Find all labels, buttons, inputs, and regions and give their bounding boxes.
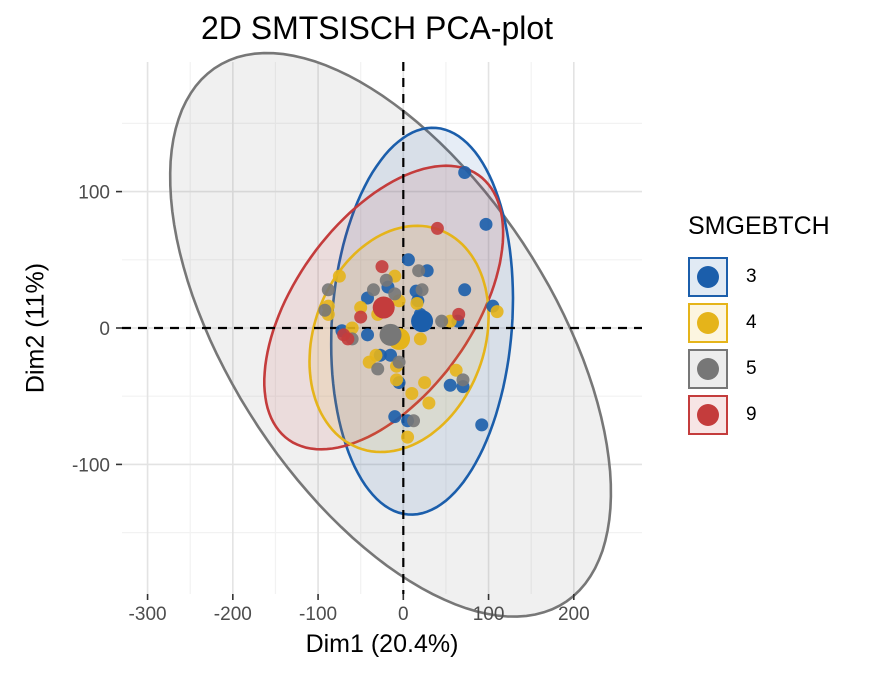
data-point-group-3 — [361, 328, 375, 342]
legend-key — [688, 349, 728, 389]
legend-label: 4 — [746, 312, 757, 333]
data-point-group-5 — [388, 287, 402, 301]
y-tick-label: 0 — [99, 319, 110, 340]
data-point-group-9 — [430, 221, 444, 235]
data-point-group-9 — [341, 332, 355, 346]
legend-label: 9 — [746, 404, 757, 425]
legend-dot-icon — [697, 266, 719, 288]
tick-labels: -300 -200 -100 0 100 200 -100 0 100 — [72, 183, 590, 625]
legend-item-4: 4 — [688, 301, 830, 345]
legend-key — [688, 395, 728, 435]
data-point-group-5 — [318, 303, 332, 317]
x-tick-label: -100 — [299, 604, 337, 625]
data-point-group-4 — [418, 376, 432, 390]
data-point-group-9 — [375, 260, 389, 274]
legend-key — [688, 303, 728, 343]
data-point-group-5 — [366, 283, 380, 297]
data-point-group-5 — [392, 355, 406, 369]
x-tick-label: 200 — [558, 604, 590, 625]
data-point-group-4 — [332, 269, 346, 283]
data-point-group-4 — [449, 363, 463, 377]
data-point-group-3 — [388, 410, 402, 424]
x-tick-label: 100 — [473, 604, 505, 625]
legend-item-3: 3 — [688, 255, 830, 299]
legend-dot-icon — [697, 404, 719, 426]
y-axis-label: Dim2 (11%) — [21, 262, 50, 394]
legend-dot-icon — [697, 358, 719, 380]
data-point-group-5 — [415, 283, 429, 297]
data-point-group-3 — [458, 165, 472, 179]
data-point-group-3 — [458, 283, 472, 297]
legend-label: 3 — [746, 266, 757, 287]
legend-title: SMGEBTCH — [688, 212, 830, 240]
data-point-group-4 — [401, 430, 415, 444]
data-point-group-4 — [413, 332, 427, 346]
y-tick-label: -100 — [72, 455, 110, 476]
data-point-group-3 — [443, 378, 457, 392]
x-tick-label: -300 — [129, 604, 167, 625]
data-point-group-3 — [479, 217, 493, 231]
data-point-group-5 — [407, 414, 421, 428]
legend-item-5: 5 — [688, 347, 830, 391]
data-point-group-4 — [405, 386, 419, 400]
data-point-group-4 — [422, 396, 436, 410]
y-tick-label: 100 — [78, 183, 110, 204]
legend-item-9: 9 — [688, 393, 830, 437]
group-centroids — [372, 296, 434, 350]
data-point-group-9 — [452, 307, 466, 321]
centroid-group-5 — [379, 323, 402, 346]
chart-title: 2D SMTSISCH PCA-plot — [200, 10, 554, 46]
data-point-group-4 — [354, 301, 368, 315]
data-point-group-3 — [401, 253, 415, 267]
axis-ticks — [116, 190, 575, 600]
x-tick-label: -200 — [214, 604, 252, 625]
x-tick-label: 0 — [398, 604, 409, 625]
data-point-group-4 — [389, 373, 403, 387]
x-axis-label: Dim1 (20.4%) — [305, 630, 459, 658]
centroid-group-3 — [411, 310, 434, 333]
data-point-group-5 — [379, 273, 393, 287]
data-points — [318, 165, 504, 444]
data-point-group-5 — [321, 283, 335, 297]
data-point-group-5 — [435, 314, 449, 328]
centroid-group-9 — [372, 296, 395, 319]
legend-key — [688, 257, 728, 297]
legend-label: 5 — [746, 358, 757, 379]
legend-dot-icon — [697, 312, 719, 334]
data-point-group-9 — [354, 310, 368, 324]
data-point-group-3 — [475, 418, 489, 432]
data-point-group-5 — [412, 264, 426, 278]
data-point-group-4 — [369, 348, 383, 362]
data-point-group-4 — [410, 296, 424, 310]
legend: SMGEBTCH 3 4 5 9 — [688, 212, 830, 439]
data-point-group-4 — [490, 305, 504, 319]
data-point-group-5 — [456, 373, 470, 387]
data-point-group-5 — [371, 362, 385, 376]
legend-items: 3 4 5 9 — [688, 255, 830, 437]
